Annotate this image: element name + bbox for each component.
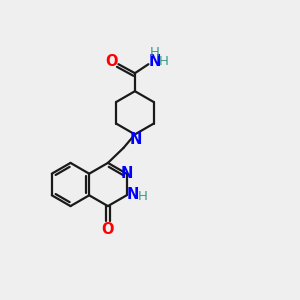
Text: O: O [106, 54, 118, 69]
Text: N: N [149, 54, 161, 69]
Text: H: H [150, 46, 160, 59]
Text: N: N [121, 166, 134, 181]
Text: O: O [102, 222, 114, 237]
Text: H: H [137, 190, 147, 203]
Text: H: H [159, 55, 169, 68]
Text: N: N [129, 132, 142, 147]
Text: N: N [126, 187, 139, 202]
